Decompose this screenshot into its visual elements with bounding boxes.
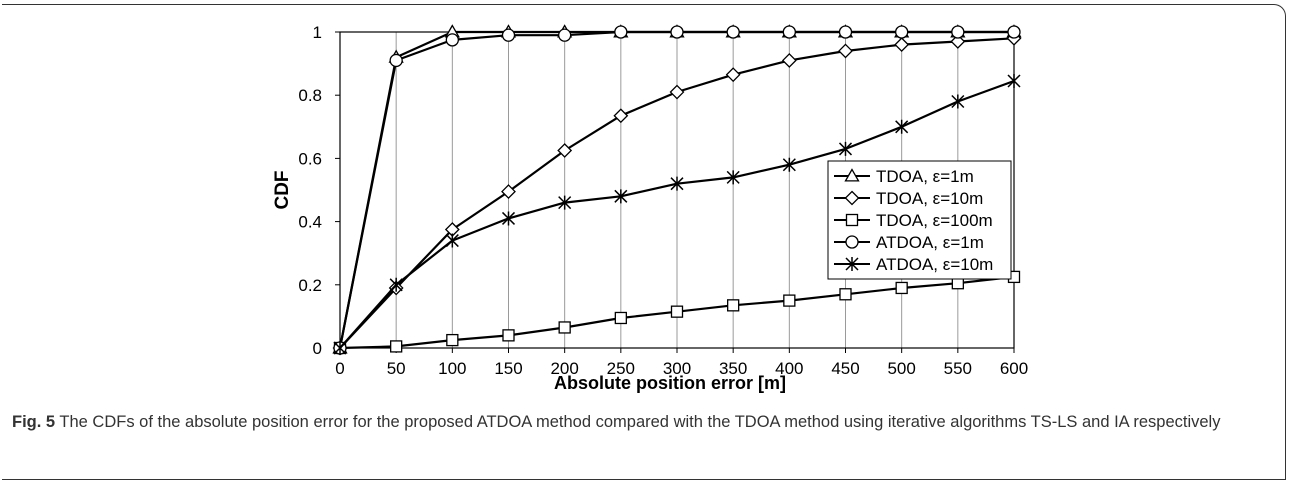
y-tick-label: 1 [313, 23, 322, 42]
data-point-circle [838, 25, 853, 39]
figure-caption: Fig. 5 The CDFs of the absolute position… [12, 411, 1272, 434]
x-tick-label: 100 [438, 359, 466, 378]
data-point-diamond [501, 184, 516, 199]
x-tick-label: 300 [663, 359, 691, 378]
y-tick-label: 0.6 [298, 149, 322, 168]
data-point-circle [445, 33, 459, 47]
data-point-circle [670, 25, 684, 39]
x-tick-label: 550 [944, 359, 972, 378]
data-point-circle [1007, 25, 1021, 39]
data-point-circle [895, 25, 909, 39]
legend-marker [845, 213, 859, 227]
data-point-star [670, 176, 684, 191]
data-point-square [558, 321, 571, 334]
legend-item: TDOA, ε=100m [834, 211, 993, 230]
legend-label: ATDOA, ε=1m [876, 233, 984, 252]
legend-item: ATDOA, ε=1m [834, 233, 984, 252]
data-point-star [501, 211, 516, 226]
legend-marker [844, 190, 860, 206]
series-5 [333, 73, 1021, 355]
cdf-chart: 0 50 100 150 200 250 300 350 400 450 500 550 600 0 0.2… [272, 23, 1028, 393]
data-point-diamond [894, 37, 910, 53]
legend-marker [844, 168, 860, 182]
legend-item: ATDOA, ε=10m [834, 255, 993, 274]
y-tick-label: 0.2 [298, 276, 322, 295]
data-point-circle [614, 25, 628, 39]
figure-frame [2, 4, 1286, 480]
data-point-star [445, 233, 459, 248]
figure-caption-label: Fig. 5 [12, 413, 56, 431]
x-tick-label: 450 [831, 359, 859, 378]
x-tick-label: 400 [775, 359, 803, 378]
data-point-square [446, 333, 459, 347]
data-point-square [502, 329, 515, 342]
data-point-square [390, 340, 403, 353]
y-axis-label: CDF [272, 170, 293, 209]
legend-marker [845, 235, 859, 249]
y-tick-label: 0 [313, 339, 322, 358]
x-axis-label: Absolute position error [m] [554, 373, 786, 393]
data-point-diamond [557, 143, 573, 158]
chart-legend: TDOA, ε=1m TDOA, ε=10m TDOA, ε=100m ATDOA, … [827, 160, 1012, 280]
x-tick-label: 200 [550, 359, 578, 378]
data-point-square [839, 288, 852, 301]
data-point-star [951, 94, 965, 109]
data-point-circle [726, 25, 740, 39]
data-point-star [838, 141, 853, 156]
data-point-star [726, 170, 740, 185]
legend-marker [845, 257, 859, 271]
figure-caption-text: The CDFs of the absolute position error … [59, 413, 1221, 431]
data-point-star [895, 119, 909, 134]
x-tick-label: 350 [719, 359, 747, 378]
data-point-circle [558, 28, 572, 42]
legend-item: TDOA, ε=10m [834, 189, 983, 208]
chart-series [332, 24, 1022, 356]
data-point-diamond [838, 43, 853, 59]
data-point-square [783, 294, 796, 307]
data-point-square [895, 281, 908, 295]
x-tick-label: 250 [607, 359, 635, 378]
x-tick-label: 150 [494, 359, 522, 378]
data-point-star [782, 157, 796, 172]
data-point-circle [951, 25, 965, 39]
data-point-star [389, 277, 403, 292]
legend-label: TDOA, ε=1m [876, 167, 974, 186]
data-point-square [727, 299, 740, 312]
data-point-diamond [669, 84, 685, 100]
data-point-diamond [725, 67, 741, 83]
x-tick-label: 0 [335, 359, 344, 378]
data-point-star [614, 189, 628, 204]
legend-label: ATDOA, ε=10m [876, 255, 993, 274]
legend-item: TDOA, ε=1m [834, 167, 974, 186]
data-point-circle [389, 53, 403, 68]
y-tick-label: 0.8 [298, 86, 322, 105]
data-point-star [333, 341, 347, 355]
x-tick-label: 600 [1000, 359, 1028, 378]
data-point-star [558, 195, 572, 210]
data-point-square [670, 305, 684, 318]
y-tick-label: 0.4 [298, 213, 322, 232]
data-point-star [1007, 73, 1021, 88]
data-point-square [614, 311, 627, 325]
x-tick-label: 50 [387, 359, 406, 378]
data-point-circle [782, 25, 796, 39]
legend-label: TDOA, ε=10m [876, 189, 983, 208]
data-point-circle [501, 28, 516, 42]
data-point-diamond [781, 53, 797, 68]
x-tick-label: 500 [887, 359, 915, 378]
legend-label: TDOA, ε=100m [876, 211, 993, 230]
data-point-diamond [613, 108, 629, 124]
data-point-diamond [950, 34, 966, 49]
